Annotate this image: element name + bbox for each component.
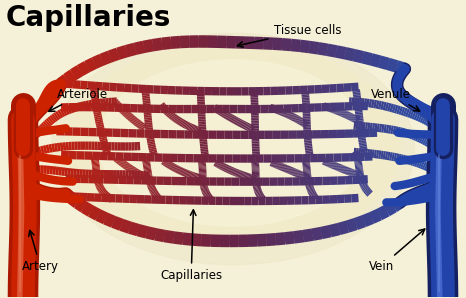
Ellipse shape [66,42,400,250]
Text: Venule: Venule [371,88,419,111]
Text: Tissue cells: Tissue cells [237,24,341,47]
Ellipse shape [52,33,414,265]
Text: Arteriole: Arteriole [49,88,108,111]
Text: Capillaries: Capillaries [5,4,171,32]
Text: Artery: Artery [22,230,59,273]
Text: Capillaries: Capillaries [160,210,222,282]
Text: Vein: Vein [369,229,425,273]
Ellipse shape [98,60,368,226]
